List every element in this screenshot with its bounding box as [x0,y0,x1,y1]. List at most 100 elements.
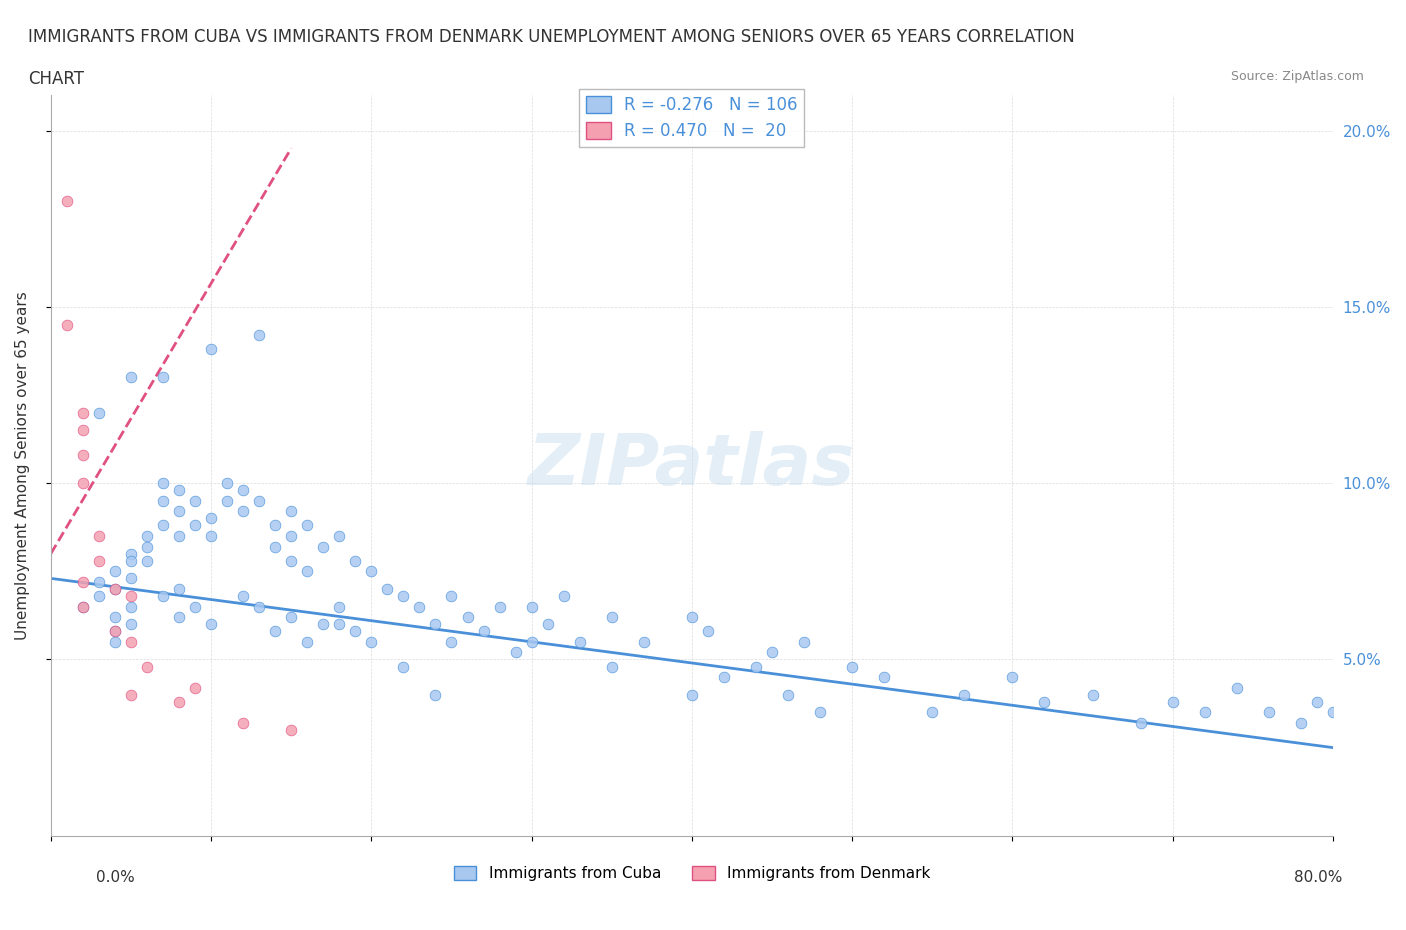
Point [1257,705,1279,720]
Point [761,645,783,660]
Point [120,370,142,385]
Point [1129,715,1152,730]
Point [328,617,350,631]
Point [200,617,222,631]
Point [328,599,350,614]
Point [87,575,110,590]
Point [120,599,142,614]
Point [247,327,270,342]
Point [232,483,254,498]
Point [200,528,222,543]
Point [536,617,558,631]
Point [72,476,94,491]
Point [264,624,287,639]
Text: IMMIGRANTS FROM CUBA VS IMMIGRANTS FROM DENMARK UNEMPLOYMENT AMONG SENIORS OVER : IMMIGRANTS FROM CUBA VS IMMIGRANTS FROM … [28,28,1074,46]
Point [1081,687,1104,702]
Point [297,564,319,578]
Point [104,564,127,578]
Point [681,610,703,625]
Text: CHART: CHART [28,70,84,87]
Point [232,504,254,519]
Point [472,624,495,639]
Point [745,659,768,674]
Point [425,617,447,631]
Point [72,599,94,614]
Point [488,599,510,614]
Point [696,624,718,639]
Point [184,494,207,509]
Point [87,405,110,420]
Point [280,553,302,568]
Point [1289,715,1312,730]
Point [56,193,79,208]
Point [87,589,110,604]
Point [312,617,335,631]
Point [633,634,655,649]
Point [264,518,287,533]
Point [297,634,319,649]
Point [247,599,270,614]
Point [217,476,239,491]
Point [167,483,190,498]
Point [72,575,94,590]
Point [280,528,302,543]
Point [136,659,159,674]
Point [232,715,254,730]
Point [72,447,94,462]
Point [344,624,367,639]
Point [167,528,190,543]
Point [87,553,110,568]
Point [377,581,399,596]
Point [167,581,190,596]
Point [120,553,142,568]
Point [217,494,239,509]
Point [264,539,287,554]
Point [104,610,127,625]
Point [953,687,976,702]
Point [921,705,943,720]
Point [200,342,222,357]
Y-axis label: Unemployment Among Seniors over 65 years: Unemployment Among Seniors over 65 years [15,291,30,640]
Point [1161,695,1184,710]
Point [280,610,302,625]
Point [440,589,463,604]
Legend: R = -0.276   N = 106, R = 0.470   N =  20: R = -0.276 N = 106, R = 0.470 N = 20 [579,89,804,147]
Point [280,504,302,519]
Point [104,581,127,596]
Point [104,624,127,639]
Point [1033,695,1056,710]
Point [72,405,94,420]
Point [136,539,159,554]
Point [808,705,831,720]
Point [152,370,174,385]
Point [681,687,703,702]
Point [232,589,254,604]
Point [520,634,543,649]
Point [120,687,142,702]
Point [136,553,159,568]
Point [184,599,207,614]
Point [120,617,142,631]
Point [184,518,207,533]
Point [87,528,110,543]
Point [408,599,430,614]
Point [104,624,127,639]
Point [505,645,527,660]
Point [72,599,94,614]
Point [297,518,319,533]
Point [440,634,463,649]
Point [457,610,479,625]
Point [120,571,142,586]
Point [152,476,174,491]
Point [120,546,142,561]
Point [104,634,127,649]
Point [1226,680,1249,695]
Point [425,687,447,702]
Point [1001,670,1024,684]
Text: ZIPatlas: ZIPatlas [529,432,856,500]
Point [776,687,799,702]
Point [600,659,623,674]
Point [56,317,79,332]
Point [136,528,159,543]
Point [713,670,735,684]
